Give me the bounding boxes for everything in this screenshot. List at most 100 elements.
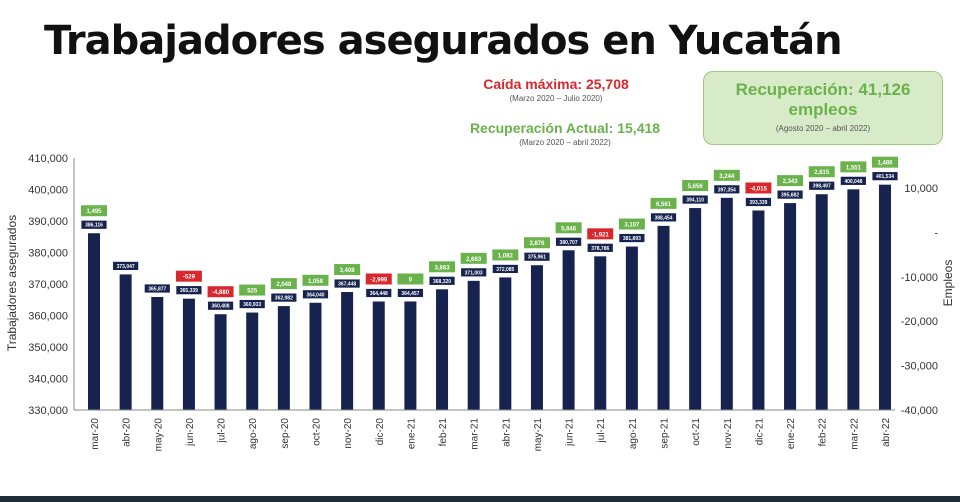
value-label-box	[428, 275, 456, 286]
bar	[119, 274, 132, 410]
value-label-box	[302, 289, 329, 300]
x-axis: mar-20 abr-20 may-20 jun-20 jul-20 ago-20 sep-…	[74, 409, 895, 451]
value-label: 398,497	[813, 184, 831, 190]
recuperacion-total-box: Recuperación: 41,126 empleos (Agosto 202…	[703, 71, 943, 145]
value-label-box	[871, 171, 899, 182]
y2-tick-label: -40,000	[901, 405, 938, 417]
bar	[499, 277, 512, 410]
change-label-box	[207, 286, 234, 298]
change-label-box	[587, 228, 614, 240]
value-label-box	[270, 292, 298, 303]
change-label: 6,561	[656, 202, 672, 208]
change-label: 1,082	[498, 253, 514, 259]
x-tick-label: nov-20	[343, 418, 354, 449]
change-label: 1,058	[308, 279, 324, 285]
value-label: 360,408	[212, 304, 230, 310]
bar	[467, 280, 480, 410]
value-label-box	[112, 261, 140, 271]
value-label: 367,448	[338, 282, 356, 288]
change-label-box	[81, 205, 107, 217]
value-label: 393,339	[749, 200, 767, 206]
change-label-box	[429, 261, 456, 273]
value-label: 386,116	[85, 223, 103, 229]
change-label: -2,999	[370, 277, 388, 283]
x-tick-label: ago-21	[628, 418, 639, 450]
value-label-box	[776, 189, 804, 200]
change-label-box	[397, 273, 424, 285]
value-label: 365,339	[180, 288, 198, 294]
change-label-box	[302, 274, 329, 286]
y-tick-label: 410,000	[28, 153, 68, 165]
bar	[879, 184, 891, 410]
change-label: 9	[409, 277, 413, 283]
change-label: 5,846	[561, 226, 577, 232]
x-tick-label: mar-21	[470, 418, 481, 450]
x-tick-label: mar-20	[90, 418, 101, 450]
change-label-box	[523, 237, 550, 249]
y-axis-label: Trabajadores asegurados	[5, 215, 19, 351]
value-label-box	[143, 283, 171, 294]
bar	[88, 233, 100, 410]
bar	[151, 296, 164, 410]
change-label: 3,107	[624, 223, 640, 229]
change-label-box	[270, 278, 297, 290]
y-tick-label: 390,000	[28, 216, 68, 228]
y-tick-label: 330,000	[28, 405, 68, 417]
value-label-box	[333, 278, 361, 289]
value-label: 364,040	[306, 292, 324, 298]
change-label-box	[840, 161, 867, 173]
bar	[815, 194, 828, 410]
value-label-box	[365, 288, 393, 298]
change-label: 2,683	[466, 257, 482, 263]
recuperacion-actual-period: (Marzo 2020 – abril 2022)	[519, 138, 611, 147]
value-label: 360,933	[243, 302, 261, 308]
bar	[277, 306, 290, 410]
change-label-box	[682, 180, 709, 192]
y-tick-label: 350,000	[28, 342, 68, 354]
change-label: -4,015	[750, 186, 768, 192]
value-label: 375,961	[528, 255, 546, 261]
bar	[341, 292, 354, 410]
value-label: 381,893	[623, 236, 641, 242]
x-tick-label: mar-22	[849, 418, 860, 450]
value-label-box	[207, 300, 234, 311]
change-label-box	[460, 252, 487, 264]
x-tick-label: ene-22	[786, 418, 797, 450]
x-tick-label: dic-21	[754, 418, 765, 446]
bar	[657, 225, 670, 410]
x-tick-label: abr-21	[501, 418, 512, 447]
caida-maxima-label: Caída máxima: 25,708	[483, 76, 629, 92]
change-label: 3,876	[529, 241, 545, 247]
bar	[752, 210, 765, 410]
y2-tick-label: -20,000	[901, 316, 938, 328]
bar	[689, 208, 702, 410]
change-label: -1,921	[592, 232, 610, 238]
x-tick-label: oct-21	[691, 418, 702, 446]
value-label-box	[523, 251, 551, 262]
x-tick-label: dic-20	[375, 418, 386, 446]
value-label: 365,877	[148, 286, 166, 292]
y-tick-label: 370,000	[28, 279, 68, 291]
bottom-strip	[0, 496, 960, 502]
change-label: 3,244	[719, 174, 735, 180]
change-label: 1,486	[877, 161, 893, 167]
change-label-box	[492, 249, 519, 261]
x-tick-label: jul-21	[596, 418, 607, 444]
caida-maxima-period: (Marzo 2020 – Julio 2020)	[509, 94, 603, 103]
recuperacion-actual-label: Recuperación Actual: 15,418	[469, 120, 661, 136]
caida-maxima-annotation: Caída máxima: 25,708 (Marzo 2020 – Julio…	[466, 76, 646, 103]
change-label: 2,048	[276, 282, 292, 288]
x-tick-label: sep-21	[660, 418, 671, 449]
value-label-box	[681, 194, 709, 205]
x-tick-label: jun-21	[565, 418, 576, 447]
recuperacion-total-period: (Agosto 2020 – abril 2022)	[775, 124, 871, 133]
value-label-box	[713, 184, 741, 195]
change-label: 3,863	[435, 265, 451, 271]
x-tick-label: sep-20	[280, 418, 291, 449]
recuperacion-total-label: Recuperación: 41,126 empleos	[735, 80, 911, 119]
change-label: 1,551	[846, 165, 862, 171]
bar	[246, 312, 259, 410]
change-label: 525	[247, 289, 258, 295]
x-tick-label: feb-21	[438, 418, 449, 447]
